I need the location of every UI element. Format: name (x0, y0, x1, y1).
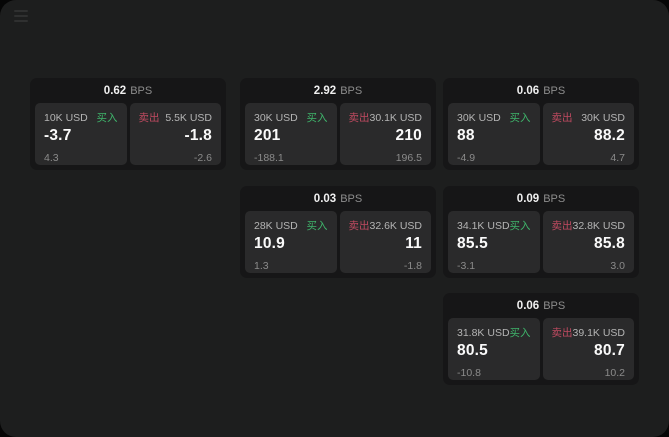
sell-amount: 30.1K USD (369, 111, 423, 124)
buy-amount: 31.8K USD (457, 326, 510, 339)
bps-unit-label: BPS (340, 84, 363, 97)
sell-change: -2.6 (193, 152, 212, 164)
sell-amount: 32.8K USD (572, 219, 626, 232)
sell-amount: 39.1K USD (572, 326, 626, 339)
buy-label: 买入 (509, 220, 531, 232)
buy-panel[interactable]: 10K USD 买入 -3.7 4.3 (35, 103, 127, 165)
buy-change: -4.9 (457, 152, 476, 164)
buy-price: 85.5 (457, 235, 488, 252)
bps-value: 0.09 (516, 192, 540, 205)
buy-price: 88 (457, 127, 475, 144)
quote-card: 0.09 BPS 34.1K USD 买入 85.5 -3.1 卖出 32.8K… (443, 186, 639, 278)
buy-change: -10.8 (457, 367, 481, 379)
sell-amount: 30K USD (581, 111, 625, 124)
buy-label: 买入 (96, 112, 118, 124)
sell-amount: 32.6K USD (369, 219, 423, 232)
sell-change: -1.8 (403, 260, 422, 272)
bps-unit-label: BPS (130, 84, 153, 97)
sell-label: 卖出 (551, 327, 573, 339)
buy-panel[interactable]: 30K USD 买入 88 -4.9 (448, 103, 540, 165)
buy-amount: 34.1K USD (457, 219, 510, 232)
bps-header: 0.06 BPS (443, 78, 639, 103)
bps-unit-label: BPS (340, 192, 363, 205)
menu-icon[interactable] (14, 10, 28, 22)
sell-panel[interactable]: 卖出 32.6K USD 11 -1.8 (339, 211, 431, 273)
buy-price: 201 (254, 127, 281, 144)
bps-unit-label: BPS (543, 299, 566, 312)
sell-change: 10.2 (604, 367, 625, 379)
sell-price: 80.7 (594, 342, 625, 359)
buy-label: 买入 (306, 112, 328, 124)
bps-header: 2.92 BPS (240, 78, 436, 103)
quote-card: 0.03 BPS 28K USD 买入 10.9 1.3 卖出 32.6K US… (240, 186, 436, 278)
quote-card: 2.92 BPS 30K USD 买入 201 -188.1 卖出 30.1K … (240, 78, 436, 170)
buy-change: -188.1 (254, 152, 284, 164)
sell-change: 196.5 (395, 152, 422, 164)
buy-panel[interactable]: 34.1K USD 买入 85.5 -3.1 (448, 211, 540, 273)
bps-value: 0.03 (313, 192, 337, 205)
buy-amount: 10K USD (44, 111, 88, 124)
buy-price: 80.5 (457, 342, 488, 359)
buy-panel[interactable]: 28K USD 买入 10.9 1.3 (245, 211, 337, 273)
sell-price: -1.8 (184, 127, 212, 144)
sell-price: 210 (395, 127, 422, 144)
bps-value: 2.92 (313, 84, 337, 97)
bps-value: 0.62 (103, 84, 127, 97)
buy-panel[interactable]: 31.8K USD 买入 80.5 -10.8 (448, 318, 540, 380)
sell-label: 卖出 (348, 220, 370, 232)
sell-label: 卖出 (138, 112, 160, 124)
sell-panel[interactable]: 卖出 5.5K USD -1.8 -2.6 (129, 103, 221, 165)
sell-price: 11 (405, 235, 422, 252)
sell-panel[interactable]: 卖出 30.1K USD 210 196.5 (339, 103, 431, 165)
buy-price: 10.9 (254, 235, 285, 252)
buy-change: 1.3 (254, 260, 269, 272)
sell-price: 88.2 (594, 127, 625, 144)
bps-header: 0.03 BPS (240, 186, 436, 211)
bps-unit-label: BPS (543, 84, 566, 97)
sell-panel[interactable]: 卖出 39.1K USD 80.7 10.2 (542, 318, 634, 380)
sell-change: 3.0 (610, 260, 625, 272)
buy-amount: 30K USD (457, 111, 501, 124)
quote-card: 0.06 BPS 31.8K USD 买入 80.5 -10.8 卖出 39.1… (443, 293, 639, 385)
sell-label: 卖出 (551, 220, 573, 232)
buy-amount: 28K USD (254, 219, 298, 232)
buy-label: 买入 (306, 220, 328, 232)
bps-header: 0.62 BPS (30, 78, 226, 103)
sell-change: 4.7 (610, 152, 625, 164)
bps-unit-label: BPS (543, 192, 566, 205)
bps-header: 0.06 BPS (443, 293, 639, 318)
bps-header: 0.09 BPS (443, 186, 639, 211)
bps-value: 0.06 (516, 84, 540, 97)
buy-label: 买入 (509, 327, 531, 339)
buy-price: -3.7 (44, 127, 72, 144)
buy-change: -3.1 (457, 260, 476, 272)
sell-label: 卖出 (348, 112, 370, 124)
buy-label: 买入 (509, 112, 531, 124)
buy-amount: 30K USD (254, 111, 298, 124)
bps-value: 0.06 (516, 299, 540, 312)
sell-panel[interactable]: 卖出 32.8K USD 85.8 3.0 (542, 211, 634, 273)
sell-amount: 5.5K USD (165, 111, 212, 124)
sell-price: 85.8 (594, 235, 625, 252)
sell-panel[interactable]: 卖出 30K USD 88.2 4.7 (542, 103, 634, 165)
buy-change: 4.3 (44, 152, 59, 164)
sell-label: 卖出 (551, 112, 573, 124)
quote-card: 0.06 BPS 30K USD 买入 88 -4.9 卖出 30K USD 8… (443, 78, 639, 170)
quote-card: 0.62 BPS 10K USD 买入 -3.7 4.3 卖出 5.5K USD… (30, 78, 226, 170)
buy-panel[interactable]: 30K USD 买入 201 -188.1 (245, 103, 337, 165)
